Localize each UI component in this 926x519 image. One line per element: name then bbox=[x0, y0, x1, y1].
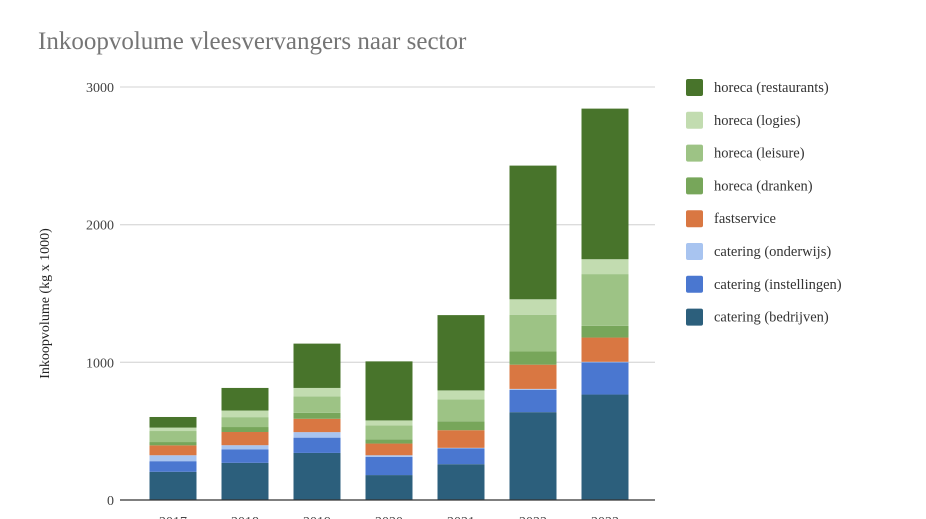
legend-label: catering (bedrijven) bbox=[714, 310, 829, 326]
bar-segment bbox=[509, 364, 557, 389]
y-tick-label: 2000 bbox=[86, 219, 114, 234]
bar-segment bbox=[293, 418, 341, 433]
legend-swatch bbox=[686, 210, 703, 228]
y-tick-label: 3000 bbox=[86, 81, 114, 96]
y-axis-label: Inkoopvolume (kg x 1000) bbox=[38, 228, 53, 379]
bar-segment bbox=[365, 456, 413, 476]
bar-segment bbox=[437, 315, 485, 391]
bar-segment bbox=[293, 387, 341, 397]
bar-segment bbox=[221, 410, 269, 418]
x-tick-label: 2017 bbox=[159, 515, 187, 519]
bar-segment bbox=[149, 461, 197, 472]
bar-segment bbox=[365, 361, 413, 421]
bar-segment bbox=[149, 471, 197, 500]
x-tick-label: 2021 bbox=[447, 515, 475, 519]
bar-segment bbox=[509, 351, 557, 365]
bar-segment bbox=[581, 362, 629, 395]
bar-segment bbox=[149, 455, 197, 462]
bar-segment bbox=[365, 455, 413, 457]
legend-label: fastservice bbox=[714, 211, 776, 227]
bar-segment bbox=[581, 337, 629, 362]
bar-segment bbox=[221, 427, 269, 432]
x-tick-label: 2022 bbox=[519, 515, 547, 519]
y-tick-label: 0 bbox=[107, 494, 114, 509]
bar-segment bbox=[149, 445, 197, 456]
bar-segment bbox=[221, 417, 269, 428]
bar-segment bbox=[293, 452, 341, 500]
legend-label: catering (instellingen) bbox=[714, 277, 842, 293]
bar-segment bbox=[221, 431, 269, 446]
legend-swatch bbox=[686, 111, 703, 129]
bar-segment bbox=[581, 108, 629, 260]
legend-label: horeca (dranken) bbox=[714, 178, 813, 194]
bar-segment bbox=[437, 421, 485, 431]
bar-segment bbox=[437, 399, 485, 422]
bar-segment bbox=[437, 448, 485, 465]
legend-swatch bbox=[686, 144, 703, 162]
bar-segment bbox=[365, 443, 413, 456]
bar-segment bbox=[293, 437, 341, 453]
bar-segment bbox=[437, 390, 485, 400]
bar-segment bbox=[149, 431, 197, 443]
bar-segment bbox=[149, 416, 197, 428]
bar-segment bbox=[581, 394, 629, 500]
chart-title: Inkoopvolume vleesvervangers naar sector bbox=[38, 28, 467, 55]
bar-segment bbox=[581, 274, 629, 326]
x-tick-label: 2019 bbox=[303, 515, 331, 519]
x-tick-label: 2020 bbox=[375, 515, 403, 519]
bar-segment bbox=[509, 412, 557, 500]
legend-label: horeca (logies) bbox=[714, 113, 801, 129]
bar-segment bbox=[149, 442, 197, 446]
bar-segment bbox=[149, 427, 197, 432]
bar-segment bbox=[509, 388, 557, 390]
legend-label: horeca (leisure) bbox=[714, 146, 805, 162]
bar-segment bbox=[509, 389, 557, 413]
y-tick-label: 1000 bbox=[86, 356, 114, 371]
bar-segment bbox=[437, 447, 485, 449]
legend-swatch bbox=[686, 79, 703, 96]
bar-segment bbox=[221, 462, 269, 500]
legend-swatch bbox=[686, 275, 703, 293]
bar-segment bbox=[221, 387, 269, 411]
legend-swatch bbox=[686, 308, 703, 326]
bar-segment bbox=[581, 361, 629, 363]
x-tick-label: 2018 bbox=[231, 515, 259, 519]
bar-segment bbox=[365, 439, 413, 444]
bar-segment bbox=[437, 430, 485, 448]
bar-segment bbox=[365, 475, 413, 500]
bar-segment bbox=[365, 425, 413, 440]
bar-segment bbox=[293, 343, 341, 388]
legend-swatch bbox=[686, 243, 703, 260]
x-tick-label: 2023 bbox=[591, 515, 619, 519]
bar-segment bbox=[509, 165, 557, 300]
bar-segment bbox=[293, 432, 341, 438]
legend-label: horeca (restaurants) bbox=[714, 80, 829, 96]
bar-segment bbox=[365, 420, 413, 426]
bar-segment bbox=[293, 412, 341, 419]
bar-segment bbox=[509, 314, 557, 352]
bar-segment bbox=[437, 464, 485, 500]
bar-segment bbox=[581, 325, 629, 338]
bar-segment bbox=[293, 396, 341, 413]
bar-segment bbox=[509, 299, 557, 315]
legend-label: catering (onderwijs) bbox=[714, 244, 831, 260]
bar-segment bbox=[581, 259, 629, 275]
legend-swatch bbox=[686, 177, 703, 195]
bar-segment bbox=[221, 449, 269, 463]
bar-segment bbox=[221, 445, 269, 450]
